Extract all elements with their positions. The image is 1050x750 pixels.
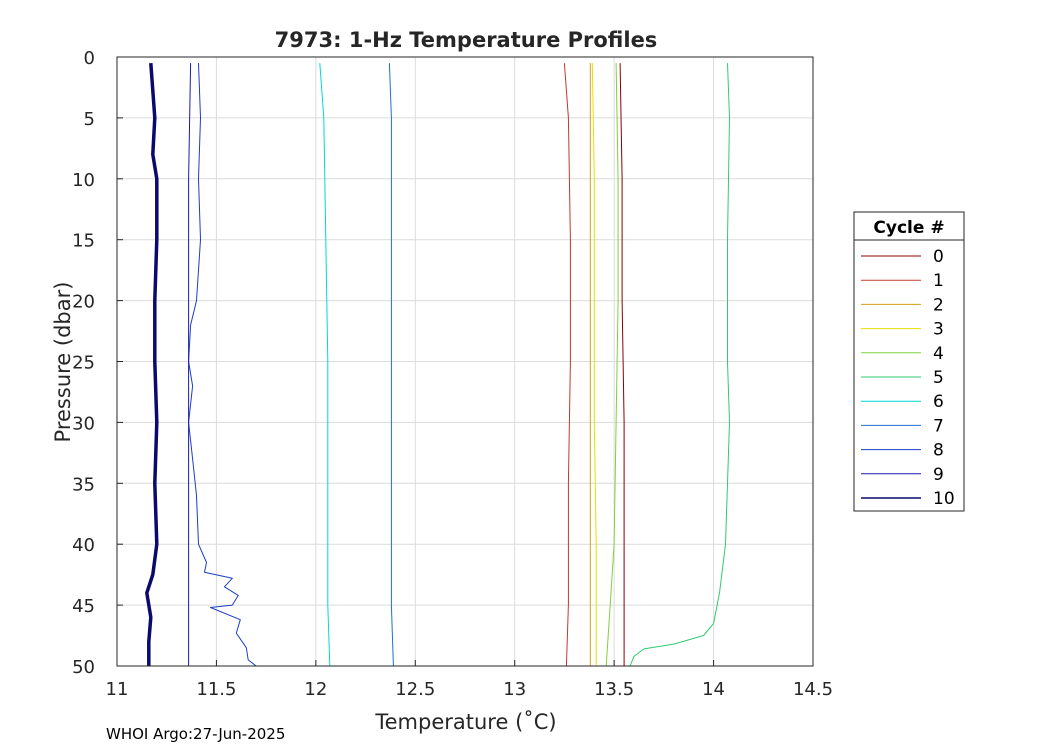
series-layer	[145, 62, 730, 667]
legend: Cycle # 0 1 2 3 4 5 6 7 8 9 10	[853, 211, 965, 512]
y-tick-label: 25	[72, 353, 95, 374]
legend-label-cycle-10: 10	[933, 489, 955, 509]
series-line-cycle-4	[605, 63, 619, 667]
legend-label-cycle-5: 5	[933, 368, 944, 388]
chart-title: 7973: 1-Hz Temperature Profiles	[275, 28, 658, 52]
footer-credit: WHOI Argo:27-Jun-2025	[106, 725, 286, 743]
legend-label-cycle-4: 4	[933, 344, 944, 364]
y-axis-label: Pressure (dbar)	[51, 282, 75, 443]
legend-items: 0 1 2 3 4 5 6 7 8 9 10	[861, 247, 955, 509]
legend-label-cycle-1: 1	[933, 271, 944, 291]
series-line-cycle-0	[619, 63, 625, 666]
plot-frame	[116, 56, 814, 667]
series-line-cycle-6	[319, 63, 331, 667]
x-axis-label: Temperature (˚C)	[374, 710, 556, 734]
series-line-cycle-5	[629, 63, 730, 667]
legend-box	[853, 211, 965, 512]
y-tick-label: 35	[72, 474, 95, 495]
x-tick-label: 11	[106, 679, 129, 700]
y-tick-label: 30	[72, 413, 95, 434]
legend-label-cycle-2: 2	[933, 295, 944, 315]
series-line-cycle-7	[388, 63, 394, 667]
grid	[116, 56, 814, 667]
legend-label-cycle-9: 9	[933, 465, 944, 485]
y-tick-label: 20	[72, 292, 95, 313]
legend-label-cycle-3: 3	[933, 320, 944, 340]
y-tick-labels: 0 5 10 15 20 25 30 35 40 45 50	[72, 48, 95, 678]
x-tick-label: 12.5	[395, 679, 435, 700]
series-line-cycle-8	[188, 63, 257, 667]
y-tick-label: 50	[72, 657, 95, 678]
x-tick-label: 14	[702, 679, 725, 700]
legend-label-cycle-0: 0	[933, 247, 944, 267]
y-tick-label: 5	[84, 109, 95, 130]
legend-label-cycle-8: 8	[933, 441, 944, 461]
legend-title: Cycle #	[873, 218, 944, 238]
y-tick-label: 0	[84, 48, 95, 69]
x-tick-label: 14.5	[793, 679, 833, 700]
y-tick-label: 15	[72, 231, 95, 252]
x-tick-label: 12	[304, 679, 327, 700]
series-line-cycle-10	[145, 62, 159, 666]
series-line-cycle-3	[591, 63, 597, 666]
legend-label-cycle-6: 6	[933, 392, 944, 412]
x-tick-label: 13	[503, 679, 526, 700]
x-tick-label: 11.5	[196, 679, 236, 700]
x-tick-label: 13.5	[594, 679, 634, 700]
y-tick-label: 10	[72, 170, 95, 191]
series-line-cycle-9	[188, 63, 192, 666]
series-line-cycle-1	[563, 63, 571, 667]
x-tick-labels: 11 11.5 12 12.5 13 13.5 14 14.5	[106, 679, 833, 700]
legend-label-cycle-7: 7	[933, 416, 944, 436]
y-tick-label: 45	[72, 596, 95, 617]
y-tick-label: 40	[72, 535, 95, 556]
